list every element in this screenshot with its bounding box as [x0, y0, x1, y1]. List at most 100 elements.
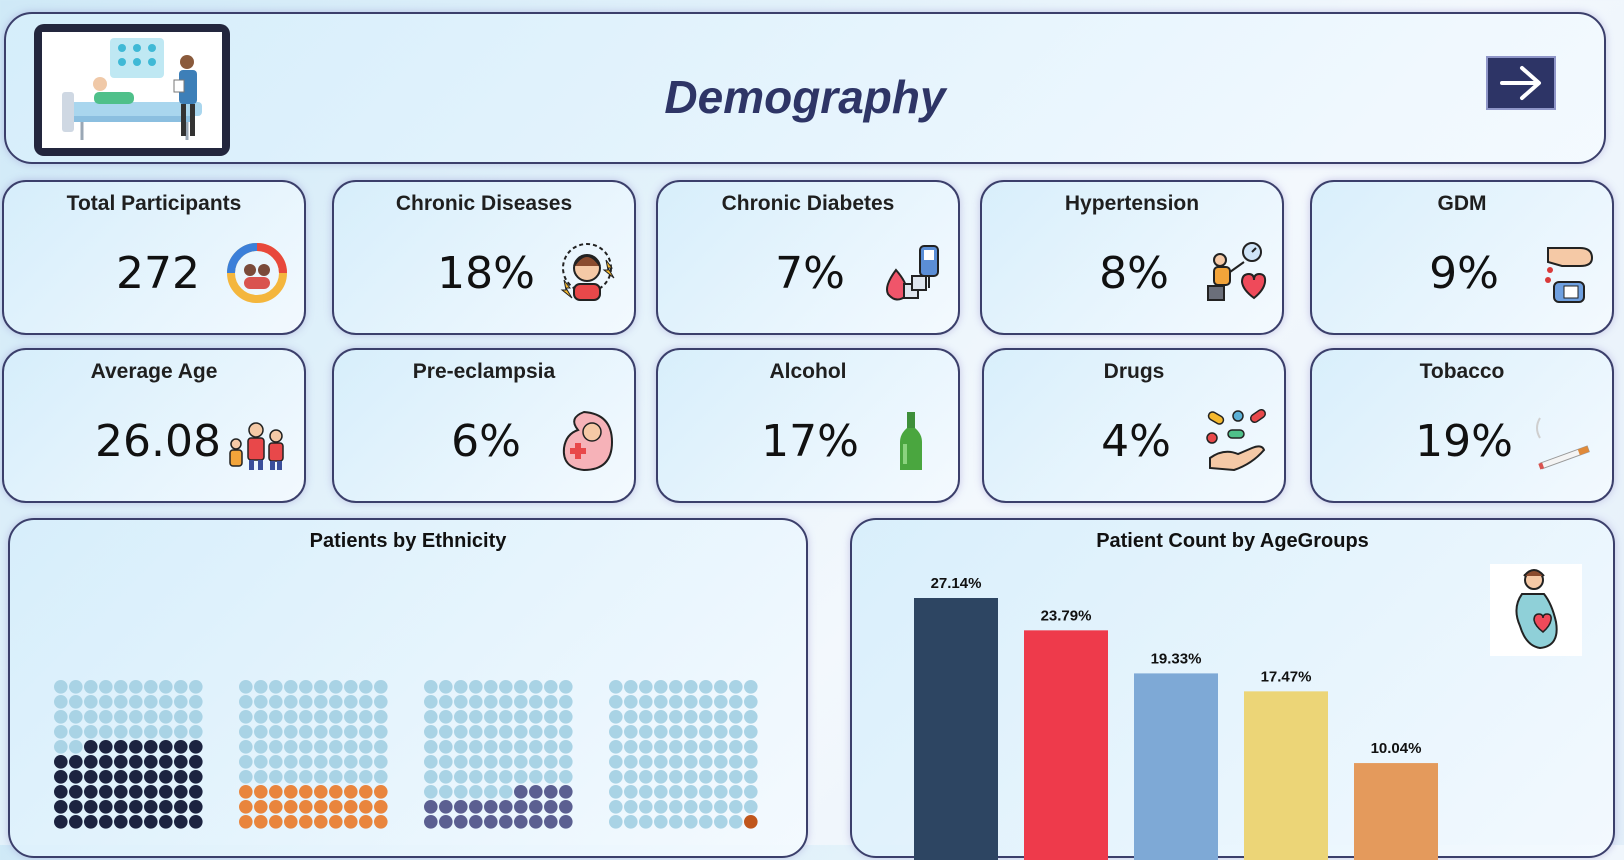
waffle-cell — [359, 770, 373, 784]
waffle-cell — [144, 800, 158, 814]
waffle-cell — [129, 680, 143, 694]
waffle-cell — [99, 695, 113, 709]
waffle-cell — [84, 695, 98, 709]
kpi-label: Hypertension — [1064, 192, 1200, 215]
waffle-cell — [484, 740, 498, 754]
waffle-cell — [299, 725, 313, 739]
header-banner: Demography — [4, 12, 1606, 164]
waffle-cell — [54, 770, 68, 784]
arrow-right-icon — [1500, 66, 1541, 100]
waffle-cell — [114, 680, 128, 694]
waffle-cell — [269, 770, 283, 784]
waffle-cell — [609, 785, 623, 799]
waffle-cell — [454, 755, 468, 769]
waffle-cell — [239, 725, 253, 739]
waffle-cell — [609, 740, 623, 754]
waffle-cell — [729, 785, 743, 799]
waffle-cell — [744, 755, 758, 769]
waffle-cell — [454, 740, 468, 754]
kpi-card-drugs: Drugs 4% — [982, 348, 1286, 503]
waffle-cell — [654, 695, 668, 709]
waffle-cell — [129, 785, 143, 799]
waffle-cell — [699, 755, 713, 769]
waffle-cell — [174, 770, 188, 784]
glucose-meter-icon — [878, 240, 944, 306]
waffle-cell — [699, 770, 713, 784]
waffle-cell — [174, 680, 188, 694]
bar — [1134, 673, 1218, 860]
page-title: Demography — [664, 71, 946, 123]
waffle-cell — [69, 680, 83, 694]
waffle-cell — [69, 740, 83, 754]
kpi-card-chronic-diabetes: Chronic Diabetes 7% — [656, 180, 960, 335]
waffle-cell — [174, 785, 188, 799]
waffle-cell — [254, 770, 268, 784]
waffle-cell — [254, 755, 268, 769]
waffle-cell — [454, 800, 468, 814]
kpi-card-tobacco: Tobacco 19% — [1310, 348, 1614, 503]
waffle-cell — [529, 725, 543, 739]
waffle-cell — [284, 770, 298, 784]
waffle-cell — [174, 710, 188, 724]
waffle-cell — [529, 815, 543, 829]
kpi-label: GDM — [1437, 192, 1487, 215]
bar-data-label: 19.33% — [1151, 650, 1202, 667]
waffle-cell — [424, 770, 438, 784]
waffle-cell — [714, 740, 728, 754]
waffle-cell — [374, 740, 388, 754]
waffle-cell — [544, 755, 558, 769]
waffle-cell — [484, 680, 498, 694]
waffle-cell — [544, 815, 558, 829]
waffle-cell — [284, 815, 298, 829]
waffle-cell — [424, 740, 438, 754]
waffle-cell — [314, 815, 328, 829]
waffle-cell — [299, 770, 313, 784]
waffle-cell — [129, 710, 143, 724]
ethnicity-waffle-chart — [54, 680, 758, 829]
waffle-cell — [174, 725, 188, 739]
waffle-cell — [54, 680, 68, 694]
waffle-cell — [254, 800, 268, 814]
waffle-cell — [669, 710, 683, 724]
ethnicity-chart-panel: Patients by Ethnicity — [8, 518, 808, 858]
waffle-cell — [174, 755, 188, 769]
waffle-cell — [639, 770, 653, 784]
waffle-cell — [684, 710, 698, 724]
waffle-cell — [254, 815, 268, 829]
waffle-cell — [329, 740, 343, 754]
waffle-cell — [424, 785, 438, 799]
waffle-cell — [684, 785, 698, 799]
waffle-cell — [514, 815, 528, 829]
waffle-cell — [699, 785, 713, 799]
waffle-cell — [329, 770, 343, 784]
pregnant-woman-icon — [1490, 564, 1582, 656]
waffle-cell — [239, 740, 253, 754]
waffle-cell — [499, 815, 513, 829]
waffle-cell — [314, 785, 328, 799]
waffle-cell — [299, 695, 313, 709]
kpi-label: Tobacco — [1419, 360, 1505, 383]
waffle-cell — [314, 710, 328, 724]
waffle-cell — [559, 815, 573, 829]
waffle-cell — [654, 710, 668, 724]
blood-pressure-icon — [1202, 240, 1268, 306]
waffle-cell — [269, 680, 283, 694]
kpi-card-hypertension: Hypertension 8% — [980, 180, 1284, 335]
waffle-cell — [374, 815, 388, 829]
waffle-cell — [189, 710, 203, 724]
waffle-cell — [529, 770, 543, 784]
waffle-cell — [559, 740, 573, 754]
waffle-cell — [374, 725, 388, 739]
next-page-button[interactable] — [1486, 56, 1556, 110]
waffle-cell — [684, 815, 698, 829]
waffle-cell — [344, 770, 358, 784]
waffle-cell — [744, 740, 758, 754]
waffle-cell — [439, 680, 453, 694]
waffle-cell — [609, 680, 623, 694]
waffle-cell — [499, 740, 513, 754]
waffle-cell — [239, 815, 253, 829]
waffle-cell — [454, 770, 468, 784]
waffle-cell — [729, 695, 743, 709]
waffle-cell — [54, 695, 68, 709]
waffle-cell — [544, 785, 558, 799]
